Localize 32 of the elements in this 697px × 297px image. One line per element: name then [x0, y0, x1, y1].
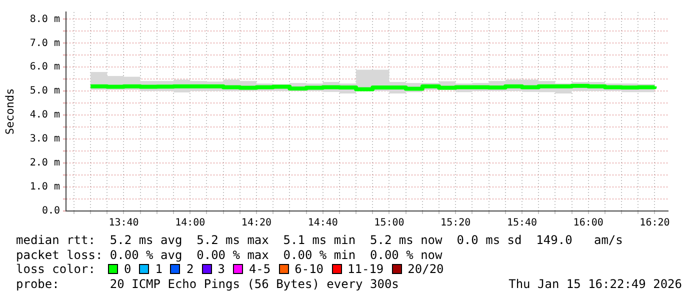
x-tick-label: 15:00 — [374, 218, 404, 229]
y-tick-label: 7.0 m — [30, 38, 60, 49]
y-tick-label: 8.0 m — [30, 14, 60, 25]
x-tick-label: 15:40 — [506, 218, 538, 229]
x-tick-label: 14:40 — [308, 218, 338, 229]
x-tick-label: 15:20 — [440, 218, 471, 229]
text: 4-5 — [248, 262, 271, 276]
text: 6-10 — [294, 262, 324, 276]
text: 20/20 — [408, 262, 444, 276]
text: loss color: — [16, 262, 96, 276]
text: 2 — [186, 262, 194, 276]
text: 0 — [124, 262, 132, 276]
text: 3 — [218, 262, 225, 276]
x-tick-label: 13:40 — [108, 218, 139, 229]
x-tick-label: 14:00 — [175, 218, 206, 229]
x-tick-label: 14:20 — [241, 218, 272, 229]
y-tick-label: 2.0 m — [30, 158, 60, 169]
text: 1 — [155, 262, 162, 276]
x-tick-label: 16:20 — [640, 218, 670, 229]
y-tick-label: 5.0 m — [30, 86, 60, 97]
y-tick-label: 6.0 m — [30, 62, 60, 73]
text: 11-19 — [348, 262, 384, 276]
y-tick-label: 1.0 m — [30, 182, 60, 193]
y-axis-title: Seconds — [3, 88, 16, 135]
y-tick-label: 3.0 m — [30, 134, 60, 145]
y-tick-label: 4.0 m — [30, 110, 60, 121]
text: probe: 20 ICMP Echo Pings (56 Bytes) every 300s — [16, 276, 399, 290]
text: packet loss: 0.00 % avg 0.00 % max 0.00 % min 0.00 % now — [16, 248, 442, 262]
x-tick-label: 16:00 — [573, 218, 604, 229]
text: median rtt: 5.2 ms avg 5.2 ms max 5.1 ms min 5.2 ms now 0.0 ms sd 149.0 am/s — [16, 233, 623, 247]
text: Thu Jan 15 16:22:49 2026 — [508, 276, 682, 290]
y-tick-label: 0.0 — [42, 206, 60, 217]
